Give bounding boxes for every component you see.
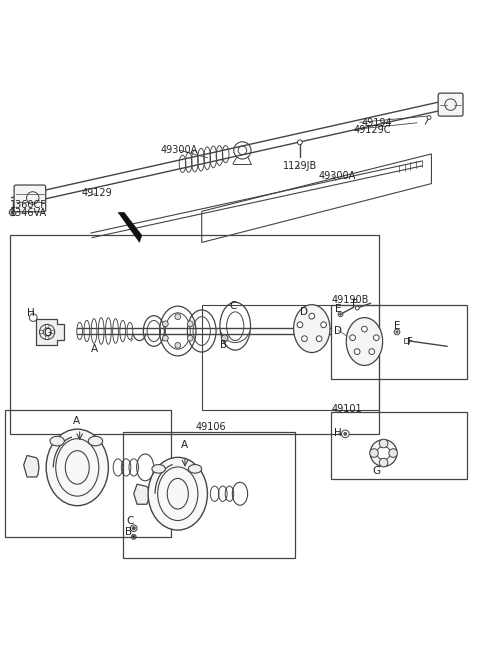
Circle shape [221,335,228,342]
Circle shape [427,116,431,119]
Circle shape [132,527,135,530]
Bar [331,305,468,379]
Text: D: D [300,307,308,317]
Circle shape [132,534,136,539]
Text: E: E [335,305,341,314]
Circle shape [396,331,398,333]
Text: A: A [180,440,188,450]
Text: H: H [334,428,342,438]
Bar [202,305,379,410]
Circle shape [131,525,137,532]
Circle shape [373,335,379,340]
Circle shape [338,312,343,316]
Circle shape [394,329,400,335]
FancyBboxPatch shape [438,93,463,116]
Circle shape [370,440,397,467]
Circle shape [341,430,349,438]
Text: 1360CF: 1360CF [10,200,47,210]
Circle shape [389,449,397,457]
Circle shape [133,536,135,538]
Circle shape [379,439,388,448]
Circle shape [309,313,315,319]
Circle shape [361,326,367,332]
Circle shape [297,322,303,328]
Circle shape [11,211,14,214]
Circle shape [370,449,378,457]
Bar [10,235,379,434]
Circle shape [354,349,360,354]
Ellipse shape [188,465,202,473]
Text: C: C [126,516,133,526]
Circle shape [162,336,168,341]
Text: 49190B: 49190B [332,295,369,305]
Text: 49300A: 49300A [161,145,198,155]
Bar [5,410,170,537]
Circle shape [187,336,193,341]
Text: C: C [229,301,236,311]
Ellipse shape [152,465,165,473]
Bar [404,338,409,344]
Circle shape [321,322,326,328]
Circle shape [377,446,390,459]
Circle shape [162,321,168,326]
Ellipse shape [346,318,383,365]
Polygon shape [36,318,64,346]
Text: G: G [372,466,380,476]
Circle shape [29,314,37,322]
FancyBboxPatch shape [14,185,46,212]
Text: G: G [44,328,52,338]
Text: F: F [407,336,412,346]
Circle shape [344,432,347,436]
Text: 49194: 49194 [362,118,393,128]
Ellipse shape [294,305,330,353]
Text: 1346VA: 1346VA [10,208,48,218]
Polygon shape [118,213,142,242]
Circle shape [298,140,302,145]
Ellipse shape [50,436,64,446]
Circle shape [350,335,356,340]
Circle shape [301,336,307,342]
Polygon shape [134,484,149,504]
Text: B: B [125,527,132,537]
Circle shape [339,313,341,315]
Text: F: F [351,299,358,309]
Text: 49300A: 49300A [319,171,356,181]
Circle shape [316,336,322,342]
Text: 49106: 49106 [196,422,227,432]
Bar [331,412,468,479]
Text: 49101: 49101 [332,404,362,414]
Circle shape [369,349,374,354]
Polygon shape [24,455,39,477]
Text: 1129JB: 1129JB [283,161,317,171]
Text: D: D [334,326,342,336]
Circle shape [379,458,388,467]
Circle shape [9,209,16,216]
Bar [123,432,295,558]
Text: A: A [73,416,80,426]
Text: 49129: 49129 [82,188,113,198]
Ellipse shape [148,457,207,530]
Text: H: H [26,308,34,318]
Circle shape [175,314,180,320]
Text: A: A [91,344,98,354]
Text: E: E [394,321,401,331]
Circle shape [355,306,359,310]
Circle shape [187,321,193,326]
Text: B: B [220,340,228,350]
Ellipse shape [46,429,108,506]
Circle shape [175,342,180,348]
Text: 49129C: 49129C [354,126,391,136]
Ellipse shape [88,436,103,446]
